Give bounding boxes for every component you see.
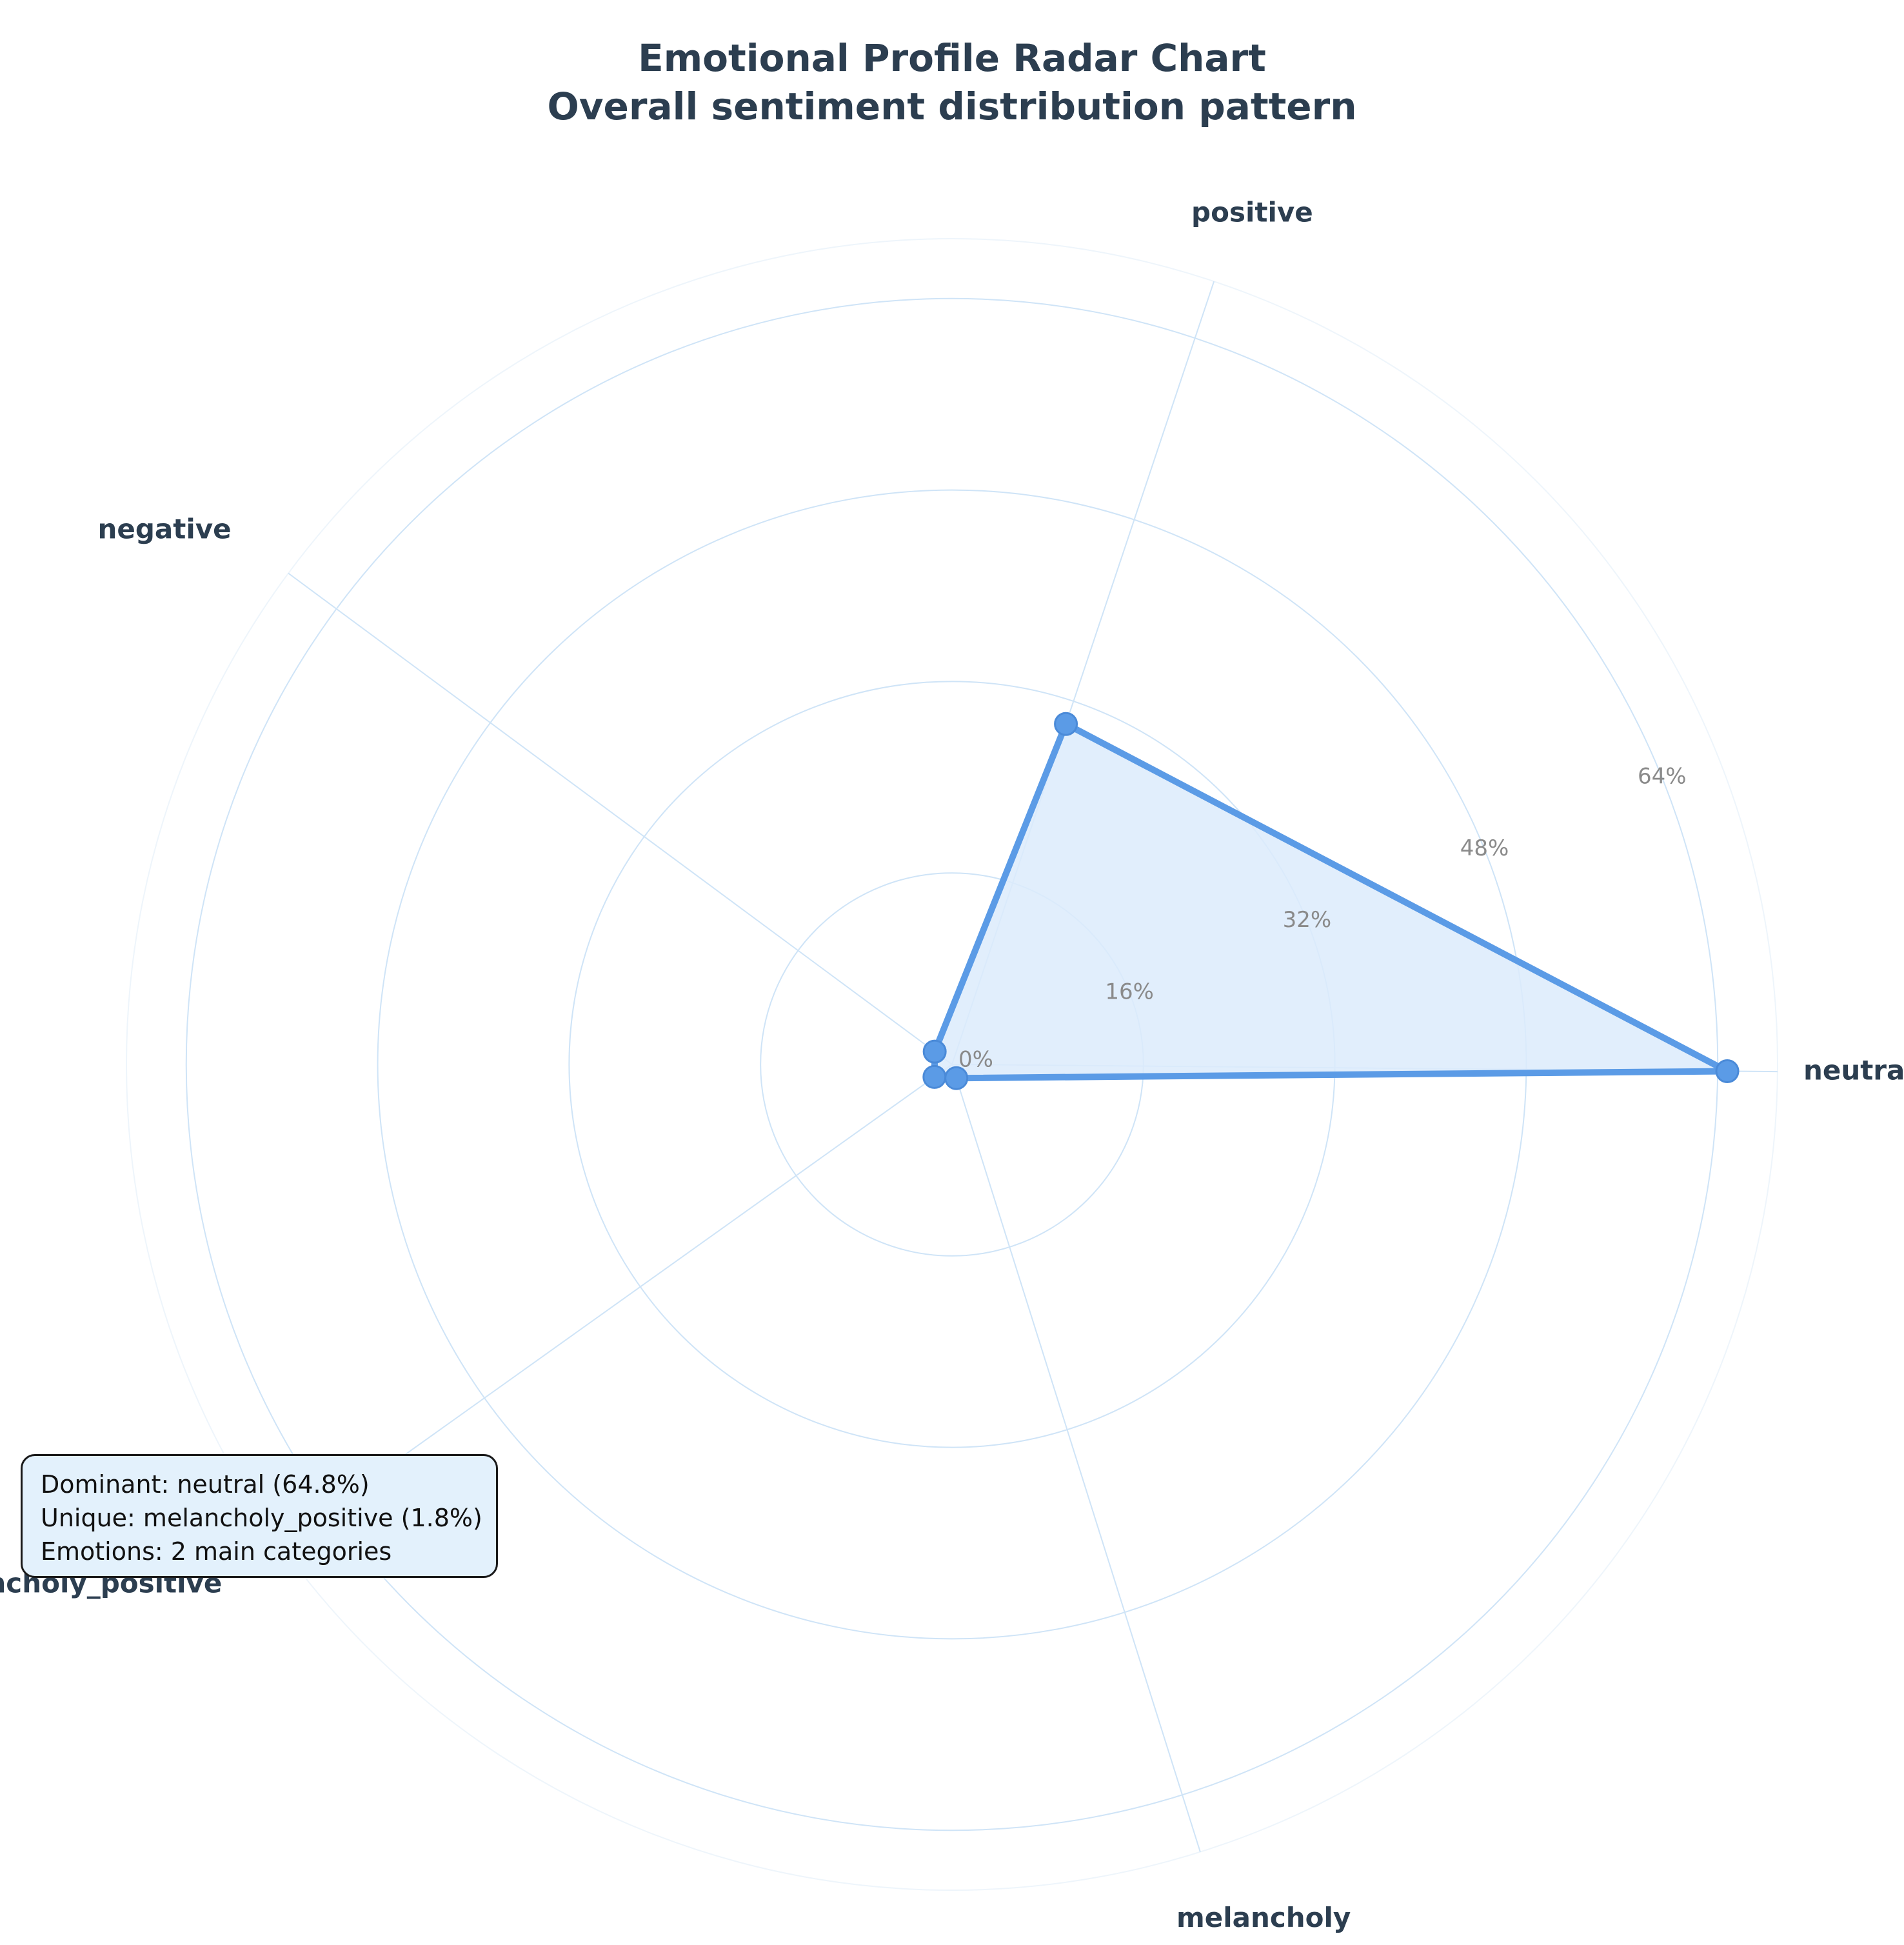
chart-title: Emotional Profile Radar Chart: [638, 36, 1266, 80]
grid-outer-circle: [126, 238, 1778, 1891]
category-label-negative: negative: [97, 514, 231, 545]
summary-emotions: Emotions: 2 main categories: [41, 1537, 392, 1566]
data-point-negative: [922, 1039, 947, 1064]
chart-subtitle: Overall sentiment distribution pattern: [547, 85, 1356, 128]
data-point-melancholy: [944, 1066, 969, 1090]
data-point-positive: [1054, 712, 1078, 736]
grid-spoke-2: [288, 572, 953, 1065]
category-label-melancholy: melancholy: [1176, 1902, 1351, 1933]
summary-box: Dominant: neutral (64.8%) Unique: melanc…: [21, 1454, 498, 1578]
radial-tick-label: 0%: [958, 1047, 993, 1073]
category-label-neutral: neutral: [1803, 1055, 1904, 1086]
radial-tick-label: 64%: [1638, 764, 1687, 790]
grid-spoke-4: [951, 1064, 1201, 1853]
radar-series: [922, 712, 1740, 1090]
category-label-positive: positive: [1191, 196, 1313, 228]
radial-tick-label: 48%: [1460, 835, 1509, 861]
data-point-neutral: [1715, 1059, 1740, 1083]
radial-tick-label: 32%: [1283, 907, 1332, 933]
series-polygon: [931, 721, 1730, 1082]
data-point-melancholy_positive: [922, 1064, 947, 1089]
summary-dominant: Dominant: neutral (64.8%): [41, 1470, 370, 1499]
radial-tick-label: 16%: [1105, 979, 1154, 1004]
summary-unique: Unique: melancholy_positive (1.8%): [41, 1504, 482, 1532]
